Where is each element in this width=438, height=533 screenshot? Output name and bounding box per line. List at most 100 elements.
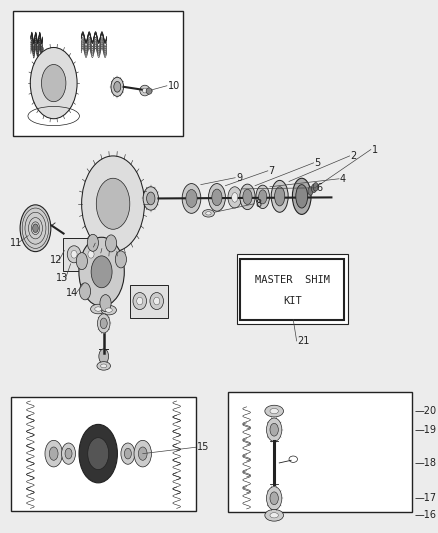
Ellipse shape [212,189,222,206]
Text: 15: 15 [196,442,208,452]
Ellipse shape [84,246,98,263]
Text: 1: 1 [371,144,377,155]
Text: 11: 11 [10,238,22,247]
Text: —17: —17 [413,493,435,503]
Ellipse shape [138,447,147,461]
Text: —20: —20 [413,406,435,416]
Ellipse shape [71,251,77,258]
Ellipse shape [202,209,214,217]
Ellipse shape [105,235,117,252]
Ellipse shape [87,235,98,252]
Ellipse shape [133,293,146,310]
Ellipse shape [95,307,102,311]
Text: KIT: KIT [282,296,301,306]
Ellipse shape [76,253,87,270]
Text: 10: 10 [168,81,180,91]
Ellipse shape [32,224,38,232]
Ellipse shape [312,182,318,191]
Ellipse shape [269,513,278,518]
Ellipse shape [97,314,110,333]
Text: 14: 14 [66,288,78,298]
Ellipse shape [88,438,109,470]
Ellipse shape [99,349,108,364]
Ellipse shape [146,88,152,94]
Ellipse shape [100,318,107,329]
Ellipse shape [100,364,106,368]
Ellipse shape [311,184,316,192]
Ellipse shape [295,184,307,208]
Ellipse shape [258,190,266,204]
Ellipse shape [124,448,131,459]
Ellipse shape [134,440,151,467]
Ellipse shape [142,88,147,93]
Bar [237,254,347,324]
Ellipse shape [242,189,251,205]
Ellipse shape [115,251,126,268]
Ellipse shape [41,64,66,102]
Ellipse shape [136,297,142,305]
Ellipse shape [79,283,90,300]
Ellipse shape [143,187,158,210]
Text: 8: 8 [254,199,261,209]
Text: —18: —18 [413,458,435,468]
Ellipse shape [266,418,281,441]
Ellipse shape [146,192,155,205]
Ellipse shape [139,85,150,96]
Ellipse shape [185,190,197,207]
Ellipse shape [61,443,75,464]
Ellipse shape [81,156,144,252]
Text: 6: 6 [316,183,322,193]
Ellipse shape [45,440,62,467]
Ellipse shape [150,293,163,310]
Bar [14,11,183,136]
Text: MASTER  SHIM: MASTER SHIM [254,275,329,285]
Bar [11,397,195,511]
Ellipse shape [90,304,106,314]
Ellipse shape [239,184,254,209]
Ellipse shape [153,297,159,305]
Ellipse shape [105,308,112,312]
Text: 12: 12 [49,255,62,265]
Ellipse shape [96,178,130,229]
Ellipse shape [255,185,269,208]
Ellipse shape [274,187,284,206]
Ellipse shape [101,305,116,315]
Ellipse shape [227,187,241,208]
Ellipse shape [307,187,312,195]
Text: 4: 4 [339,174,345,184]
Ellipse shape [79,424,117,483]
Ellipse shape [264,510,283,521]
Bar [227,392,411,512]
Ellipse shape [88,251,94,258]
Ellipse shape [67,246,81,263]
Ellipse shape [120,443,134,464]
Bar [130,285,168,318]
Ellipse shape [30,47,77,119]
Ellipse shape [264,405,283,417]
Ellipse shape [111,77,123,96]
Ellipse shape [269,492,278,505]
Ellipse shape [205,212,211,215]
Bar [240,259,343,320]
Ellipse shape [182,183,200,213]
Bar [64,238,101,271]
Text: 21: 21 [297,336,309,346]
Ellipse shape [49,447,58,461]
Ellipse shape [231,192,237,202]
Text: —16: —16 [413,510,435,520]
Text: 5: 5 [314,158,320,168]
Ellipse shape [292,178,311,214]
Ellipse shape [100,295,111,312]
Ellipse shape [97,362,110,370]
Ellipse shape [208,183,225,211]
Ellipse shape [20,205,51,252]
Text: 2: 2 [350,151,356,161]
Text: 7: 7 [268,166,274,176]
Ellipse shape [91,256,112,288]
Ellipse shape [271,180,287,212]
Text: 13: 13 [56,273,68,283]
Ellipse shape [65,448,72,459]
Ellipse shape [113,82,120,92]
Ellipse shape [269,423,278,436]
Ellipse shape [266,487,281,510]
